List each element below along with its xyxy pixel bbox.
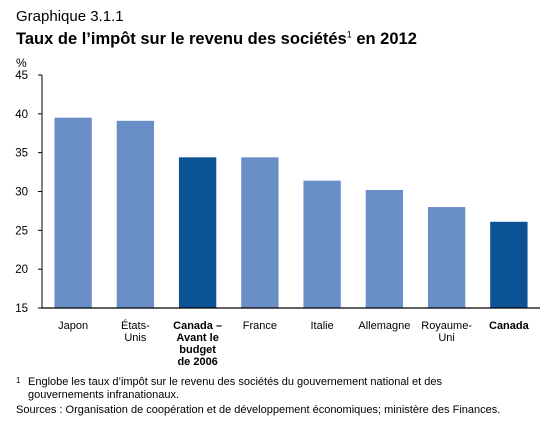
y-tick-label: 35 — [15, 148, 28, 160]
x-category-label-line: Italie — [311, 320, 334, 332]
x-category-label-line: Avant le — [176, 332, 218, 344]
bar — [303, 180, 341, 308]
x-category-label: Italie — [311, 320, 334, 332]
y-tick-label: 25 — [15, 225, 28, 237]
x-category-label-line: de 2006 — [177, 356, 217, 368]
x-category-label: Canada – Avant le budget de 2006 — [173, 320, 222, 368]
y-tick-label: 40 — [15, 109, 28, 121]
x-category-label: France — [243, 320, 277, 332]
x-category-label-line: France — [243, 320, 277, 332]
bar — [241, 157, 279, 308]
x-category-label-line: Canada — [489, 320, 530, 332]
y-tick-label: 20 — [15, 264, 28, 276]
bar — [178, 157, 217, 308]
x-category-label-line: Canada – — [173, 320, 222, 332]
bar — [427, 207, 466, 308]
x-category-label-line: Unis — [124, 332, 147, 344]
x-category-label-line: Japon — [58, 320, 88, 332]
y-tick-label: 45 — [15, 70, 28, 82]
bar — [365, 189, 404, 308]
y-tick-label: 15 — [15, 303, 28, 315]
y-tick-label: 30 — [15, 187, 28, 199]
x-category-label-line: Royaume- — [421, 320, 472, 332]
sources-note: Sources : Organisation de coopération et… — [16, 404, 501, 416]
x-category-label-line: États- — [121, 319, 150, 332]
figure-caption: Graphique 3.1.1 — [16, 8, 124, 25]
bar — [54, 117, 92, 308]
x-category-label: Allemagne — [358, 320, 410, 332]
x-category-label-line: budget — [179, 344, 216, 356]
bar — [490, 221, 528, 308]
x-category-label: Royaume-Uni — [421, 320, 472, 344]
footnote: 1 Englobe les taux d’impôt sur le revenu… — [16, 376, 446, 402]
footnote-text: Englobe les taux d’impôt sur le revenu d… — [28, 376, 442, 401]
chart-title: Taux de l’impôt sur le revenu des sociét… — [16, 30, 417, 49]
x-category-label-line: Allemagne — [358, 320, 410, 332]
chart-title-main: Taux de l’impôt sur le revenu des sociét… — [16, 30, 347, 48]
title-footnote-mark: 1 — [346, 29, 352, 40]
y-axis-unit: % — [16, 56, 27, 70]
chart-title-end: en 2012 — [351, 30, 417, 48]
x-category-label: États-Unis — [121, 319, 150, 344]
footnote-mark: 1 — [16, 376, 21, 385]
x-category-label: Canada — [489, 320, 530, 332]
x-category-label: Japon — [58, 320, 88, 332]
x-category-label-line: Uni — [438, 332, 455, 344]
bar — [116, 120, 155, 308]
